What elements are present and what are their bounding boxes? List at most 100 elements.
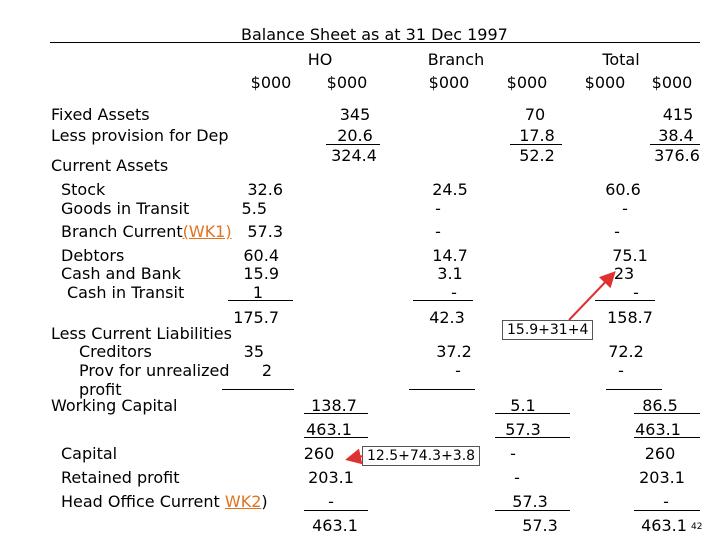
- total-net-fixed: 376.6: [654, 146, 700, 165]
- branch-prov: -: [455, 361, 461, 380]
- unit-header: $000: [428, 73, 470, 92]
- branch-cash-transit: -: [451, 283, 457, 302]
- branch-retained: -: [514, 468, 520, 487]
- capital-arrow: [345, 448, 364, 465]
- total-cl-rule: [606, 389, 662, 390]
- total-total: 463.1: [635, 420, 681, 439]
- total-capital: 260: [644, 444, 676, 463]
- total-goods-transit: -: [622, 199, 628, 218]
- ho-wc-rule: [304, 413, 368, 414]
- ho-stock: 32.6: [247, 180, 283, 199]
- label-debtors: Debtors: [61, 246, 125, 265]
- branch-cash-bank: 3.1: [437, 264, 463, 283]
- branch-working-capital: 5.1: [510, 396, 536, 415]
- unit-header: $000: [584, 73, 626, 92]
- label-profit: profit: [79, 380, 122, 399]
- unit-header: $000: [651, 73, 693, 92]
- total-bottom-rule: [634, 510, 700, 511]
- total-ho-current: -: [663, 492, 669, 511]
- total-creditors: 72.2: [608, 342, 644, 361]
- branch-total-rule: [495, 437, 570, 438]
- header-branch: Branch: [427, 50, 485, 69]
- branch-total2: 57.3: [522, 516, 558, 535]
- unit-header: $000: [326, 73, 368, 92]
- page-number: 42: [691, 522, 703, 532]
- wk2-link[interactable]: WK2: [224, 492, 262, 511]
- label-cash-transit: Cash in Transit: [67, 283, 185, 302]
- ho-bottom-rule: [304, 510, 368, 511]
- total-debtors: 75.1: [612, 246, 648, 265]
- total-cash-bank: 23: [613, 264, 635, 283]
- unit-header: $000: [250, 73, 292, 92]
- ho-dep: 20.6: [337, 126, 373, 145]
- ho-cash-bank: 15.9: [243, 264, 279, 283]
- branch-cl-rule: [409, 389, 475, 390]
- label-working-capital: Working Capital: [51, 396, 178, 415]
- cash-arrow: [568, 271, 616, 321]
- page-title: Balance Sheet as at 31 Dec 1997: [241, 25, 508, 44]
- branch-debtors: 14.7: [432, 246, 468, 265]
- ho-net-fixed: 324.4: [331, 146, 377, 165]
- total-cash-transit: -: [633, 283, 639, 302]
- ho-cl-rule: [222, 389, 294, 390]
- ho-goods-transit: 5.5: [241, 199, 267, 218]
- total-total2: 463.1: [641, 516, 687, 535]
- total-retained: 203.1: [639, 468, 685, 487]
- ho-fixed-assets: 345: [339, 105, 371, 124]
- branch-fixed-rule: [510, 144, 562, 145]
- title-rule: [50, 42, 700, 43]
- branch-goods-transit: -: [435, 199, 441, 218]
- total-fixed-assets: 415: [662, 105, 694, 124]
- branch-ca-rule: [413, 300, 473, 301]
- total-prov: -: [618, 361, 624, 380]
- label-capital: Capital: [61, 444, 118, 463]
- total-stock: 60.6: [605, 180, 641, 199]
- total-fixed-rule: [650, 144, 700, 145]
- total-wc-rule: [634, 413, 700, 414]
- branch-ho-current: 57.3: [512, 492, 548, 511]
- ho-debtors: 60.4: [243, 246, 279, 265]
- total-working-capital: 86.5: [642, 396, 678, 415]
- branch-dep: 17.8: [519, 126, 555, 145]
- branch-total: 57.3: [505, 420, 541, 439]
- branch-branch-current: -: [435, 222, 441, 241]
- ho-ca-total: 175.7: [233, 308, 279, 327]
- header-total: Total: [602, 50, 640, 69]
- ho-working-capital: 138.7: [311, 396, 357, 415]
- ho-total: 463.1: [306, 420, 352, 439]
- total-ca-total: 158.7: [607, 308, 653, 327]
- branch-capital: -: [510, 444, 516, 463]
- ho-ho-current: -: [328, 492, 334, 511]
- branch-ca-total: 42.3: [429, 308, 465, 327]
- branch-current-text: Branch Current: [61, 222, 183, 241]
- ho-capital: 260: [303, 444, 335, 463]
- ho-total2: 463.1: [312, 516, 358, 535]
- ho-retained: 203.1: [308, 468, 354, 487]
- label-retained-profit: Retained profit: [61, 468, 180, 487]
- label-prov-unrealized: Prov for unrealized: [79, 361, 230, 380]
- ho-cash-transit: 1: [252, 283, 263, 302]
- total-branch-current: -: [614, 222, 620, 241]
- label-cash-bank: Cash and Bank: [61, 264, 181, 283]
- branch-net-fixed: 52.2: [519, 146, 555, 165]
- ho-ca-rule: [228, 300, 293, 301]
- ho-fixed-rule: [326, 144, 380, 145]
- label-creditors: Creditors: [79, 342, 152, 361]
- total-ca-rule: [595, 300, 655, 301]
- ho-branch-current: 57.3: [247, 222, 283, 241]
- branch-wc-rule: [495, 413, 570, 414]
- ho-total-rule: [304, 437, 368, 438]
- unit-header: $000: [506, 73, 548, 92]
- wk1-link[interactable]: (WK1): [182, 222, 232, 241]
- label-fixed-assets: Fixed Assets: [51, 105, 150, 124]
- ho-current-text: Head Office Current: [61, 492, 225, 511]
- branch-creditors: 37.2: [436, 342, 472, 361]
- label-current-assets: Current Assets: [51, 156, 169, 175]
- ho-creditors: 35: [243, 342, 264, 361]
- label-less-provision: Less provision for Dep: [51, 126, 229, 145]
- label-less-current-liabilities: Less Current Liabilities: [51, 324, 232, 343]
- ho-prov: 2: [261, 361, 272, 380]
- label-ho-current: Head Office Current WK2): [61, 493, 268, 511]
- label-stock: Stock: [61, 180, 106, 199]
